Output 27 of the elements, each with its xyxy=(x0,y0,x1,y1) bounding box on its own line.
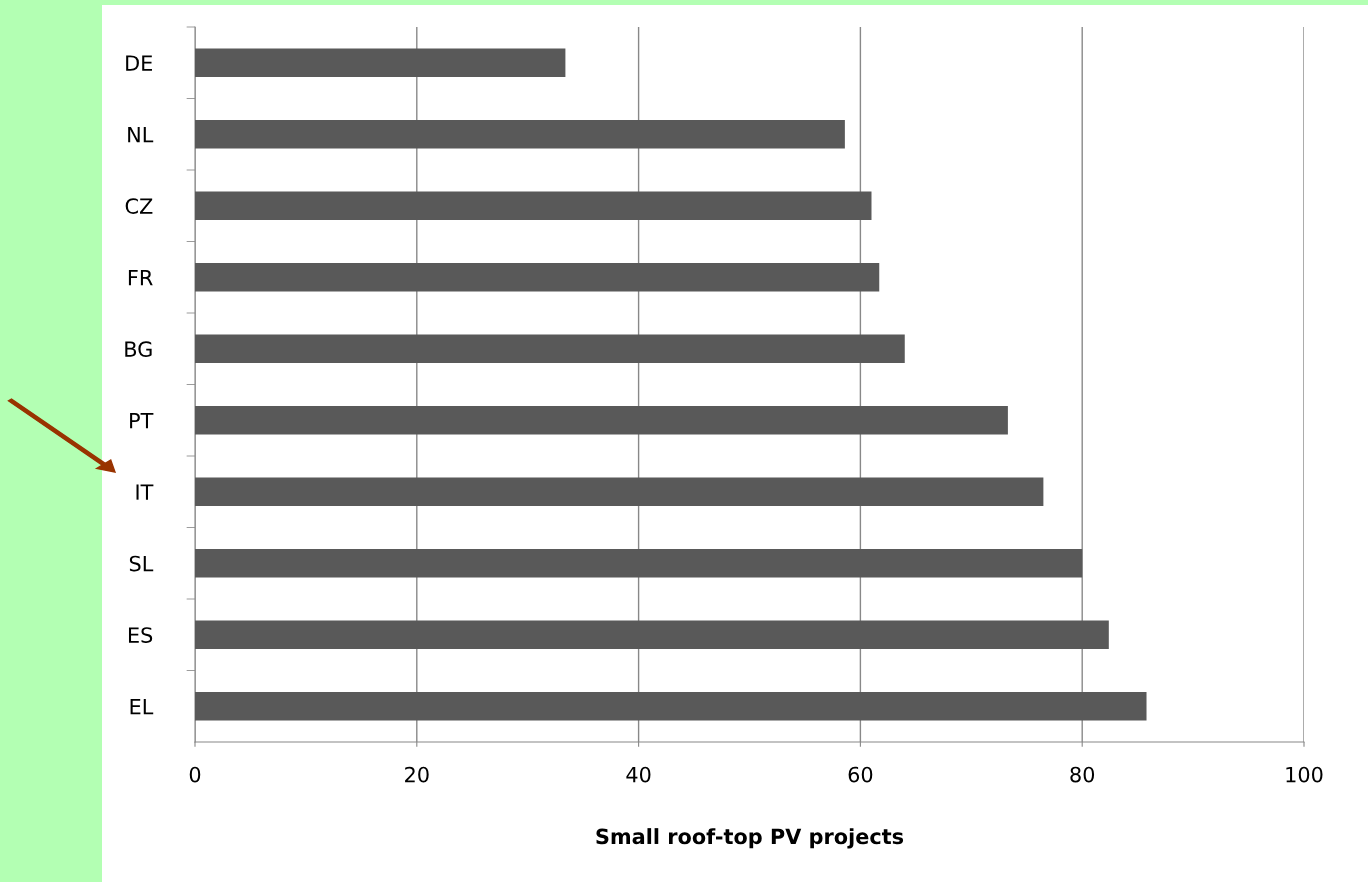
y-tick-label: NL xyxy=(128,126,154,143)
bar xyxy=(195,548,1083,578)
y-tick-label: ES xyxy=(128,627,153,643)
y-tick-label: IT xyxy=(136,484,154,500)
bar xyxy=(195,334,905,364)
x-tick-label: 40 xyxy=(626,766,651,783)
x-tick-label: 80 xyxy=(1070,766,1095,783)
y-tick-label: SL xyxy=(129,555,154,572)
y-tick-label: PT xyxy=(130,412,154,429)
x-tick-label: 60 xyxy=(848,766,873,783)
y-tick-label: CZ xyxy=(125,198,153,214)
bar xyxy=(195,191,872,221)
bar xyxy=(195,691,1147,721)
y-tick-label: FR xyxy=(128,269,153,286)
bar xyxy=(195,48,566,78)
y-tick-label: BG xyxy=(125,341,152,357)
y-tick-label: EL xyxy=(130,698,154,715)
y-tick-label: DE xyxy=(126,55,152,71)
x-tick-label: 100 xyxy=(1286,766,1323,783)
bar xyxy=(195,405,1008,435)
x-tick-label: 20 xyxy=(405,766,429,783)
bar xyxy=(195,262,880,292)
x-axis-title: Small roof-top PV projects xyxy=(596,828,904,849)
bar xyxy=(195,119,845,149)
x-tick-label: 0 xyxy=(189,766,201,783)
bar xyxy=(195,620,1109,650)
bar xyxy=(195,477,1044,507)
